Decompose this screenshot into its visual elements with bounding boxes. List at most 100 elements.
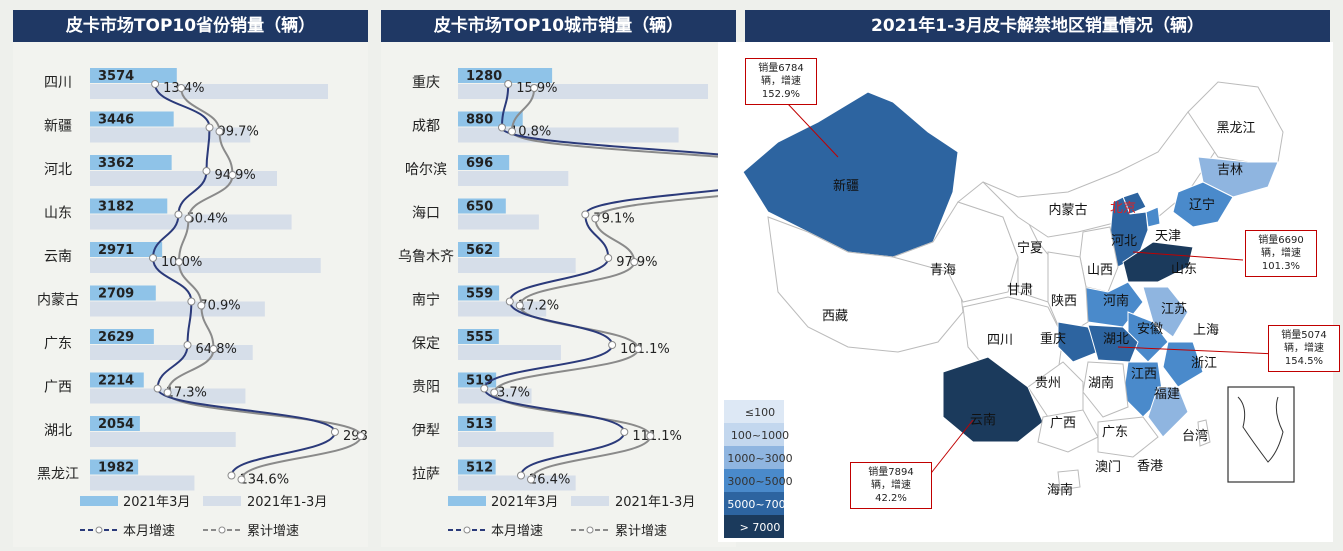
bar-value-label: 2214 [98, 374, 134, 389]
map-label: 福建 [1154, 387, 1180, 402]
bar-q1 [90, 84, 328, 99]
region-hainan [1057, 469, 1081, 491]
bar-q1 [90, 214, 292, 230]
growth-label: 134.6% [239, 473, 289, 488]
cumulative-point [527, 475, 536, 484]
cumulative-point [184, 214, 193, 223]
growth-label: 101.1% [620, 342, 670, 357]
category-label: 湖北 [44, 423, 72, 439]
region-liaoning [1172, 181, 1234, 228]
map-label: 广东 [1102, 425, 1128, 440]
region-guizhou [1027, 361, 1084, 418]
bar-value-label: 512 [466, 461, 493, 476]
growth-label: 70.9% [199, 299, 240, 314]
bar-m3 [90, 198, 168, 214]
bar-m3 [90, 416, 140, 431]
cumulative-point [646, 432, 655, 440]
growth-point [604, 254, 613, 262]
map-label: 北京 [1110, 201, 1136, 216]
region-tibet [767, 216, 964, 353]
legend-label-monthly: 本月增速 [123, 524, 175, 539]
cumulative-point [215, 127, 224, 136]
panel-title-provinces: 皮卡市场TOP10省份销量（辆） [13, 10, 368, 42]
map-label: 河北 [1111, 234, 1137, 249]
map-legend-label: 5000~7000 [727, 498, 792, 511]
bar-value-label: 2054 [98, 417, 134, 432]
legend-label-q1: 2021年1-3月 [615, 495, 695, 510]
bar-m3 [458, 155, 510, 170]
map-label: 山西 [1087, 263, 1113, 278]
legend-label-cumulative: 累计增速 [615, 524, 667, 539]
map-label: 江西 [1131, 367, 1157, 382]
map-label: 新疆 [833, 178, 859, 194]
callout-leader-xinjiang [787, 103, 839, 158]
bar-m3 [90, 372, 144, 388]
bar-value-label: 1982 [98, 461, 134, 476]
map-label: 天津 [1155, 229, 1181, 244]
callout-leader-hubei [1117, 346, 1279, 355]
growth-point [517, 471, 526, 480]
legend-swatch-q1 [571, 496, 609, 506]
map-legend-swatch [724, 492, 784, 515]
map-legend-swatch [724, 469, 784, 492]
region-fujian [1147, 386, 1189, 438]
cumulative-point [356, 432, 365, 440]
bar-q1 [90, 432, 236, 447]
map-label: 陕西 [1051, 294, 1077, 309]
growth-label: 26.4% [529, 473, 570, 488]
growth-label: 111.1% [632, 429, 682, 444]
growth-point [183, 341, 192, 349]
bar-m3 [90, 155, 172, 170]
bar-m3 [458, 111, 523, 127]
growth-point [581, 210, 590, 219]
bar-m3 [458, 329, 499, 344]
growth-label: -3.7% [492, 386, 530, 401]
legend-swatch-q1 [203, 496, 241, 506]
region-heilongjiang [1187, 81, 1284, 163]
map-legend-label: > 7000 [740, 521, 781, 534]
map-label: 贵州 [1035, 376, 1061, 391]
growth-point [187, 297, 196, 306]
map-label: 山东 [1171, 262, 1197, 277]
callout-line: 152.9% [761, 89, 801, 100]
region-yunnan [942, 356, 1044, 443]
growth-point [202, 167, 211, 175]
bar-value-label: 2629 [98, 330, 134, 345]
map-label: 上海 [1193, 323, 1219, 338]
map-label: 黑龙江 [1216, 121, 1255, 136]
bar-value-label: 513 [466, 417, 493, 432]
callout-line: 101.3% [1261, 261, 1301, 272]
category-label: 重庆 [412, 75, 440, 91]
bar-q1 [458, 84, 708, 99]
bar-q1 [90, 475, 195, 491]
cumulative-point [209, 345, 218, 353]
callout-line: 销量5074 [1281, 330, 1327, 341]
region-jiangsu [1142, 286, 1189, 338]
callout-hubei: 销量5074 辆，增速 154.5% [1268, 325, 1340, 372]
growth-point [174, 210, 183, 219]
map-label: 内蒙古 [1048, 202, 1087, 218]
cumulative-point [634, 345, 643, 353]
map-label: 宁夏 [1017, 240, 1043, 256]
growth-point [480, 384, 489, 393]
callout-line: 154.5% [1284, 356, 1324, 367]
bar-value-label: 2971 [98, 243, 134, 258]
region-guangdong [1097, 416, 1159, 458]
growth-point [227, 471, 236, 480]
bar-q1 [90, 258, 321, 273]
bar-m3 [90, 242, 163, 257]
map-label: 重庆 [1040, 331, 1066, 347]
map-label: 湖南 [1088, 375, 1114, 391]
legend-marker-cumulative [218, 526, 226, 534]
category-label: 成都 [412, 119, 440, 135]
category-label: 广东 [44, 336, 72, 352]
callout-line: 辆，增速 [871, 480, 911, 491]
cumulative-point [515, 301, 524, 310]
callout-line: 销量6784 [758, 63, 804, 74]
map-legend: ≤100 100~1000 1000~3000 3000~5000 5000~7000 >… [724, 400, 793, 538]
map-label: 广西 [1050, 416, 1076, 431]
callout-line: 辆，增速 [761, 76, 801, 87]
cumulative-point [530, 84, 539, 92]
map-label: 甘肃 [1007, 283, 1033, 298]
